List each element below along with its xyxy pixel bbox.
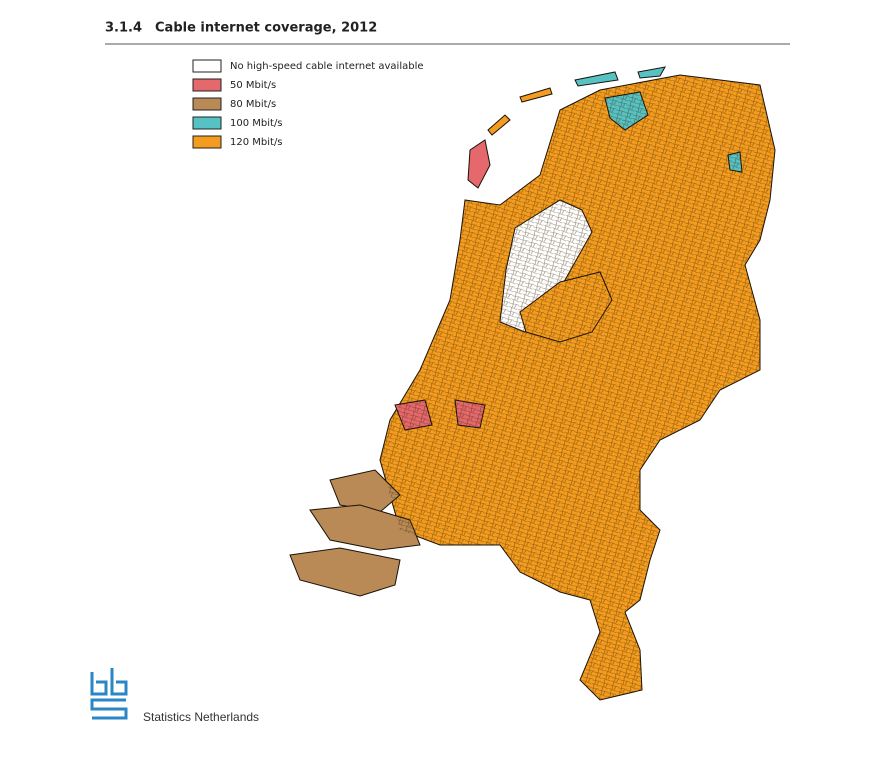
legend-swatch (192, 116, 222, 130)
legend-label: 80 Mbit/s (230, 99, 276, 110)
region (289, 547, 401, 597)
region (574, 71, 619, 87)
map (289, 66, 776, 701)
organization: Statistics Netherlands (143, 710, 259, 724)
region (329, 469, 401, 513)
border-texture (380, 75, 775, 700)
logo (90, 668, 128, 720)
legend-label: No high-speed cable internet available (230, 61, 424, 72)
legend-swatch (192, 135, 222, 149)
legend: No high-speed cable internet available 50… (192, 59, 424, 149)
region (519, 87, 553, 103)
legend-swatch (192, 97, 222, 111)
region (487, 114, 511, 136)
legend-label: 50 Mbit/s (230, 80, 276, 91)
figure-title: Cable internet coverage, 2012 (155, 21, 377, 36)
legend-label: 120 Mbit/s (230, 137, 283, 148)
region (309, 504, 421, 551)
legend-label: 100 Mbit/s (230, 118, 283, 129)
section-number: 3.1.4 (105, 21, 142, 36)
legend-swatch (192, 59, 222, 73)
region (467, 139, 491, 189)
region (637, 66, 666, 79)
legend-swatch (192, 78, 222, 92)
